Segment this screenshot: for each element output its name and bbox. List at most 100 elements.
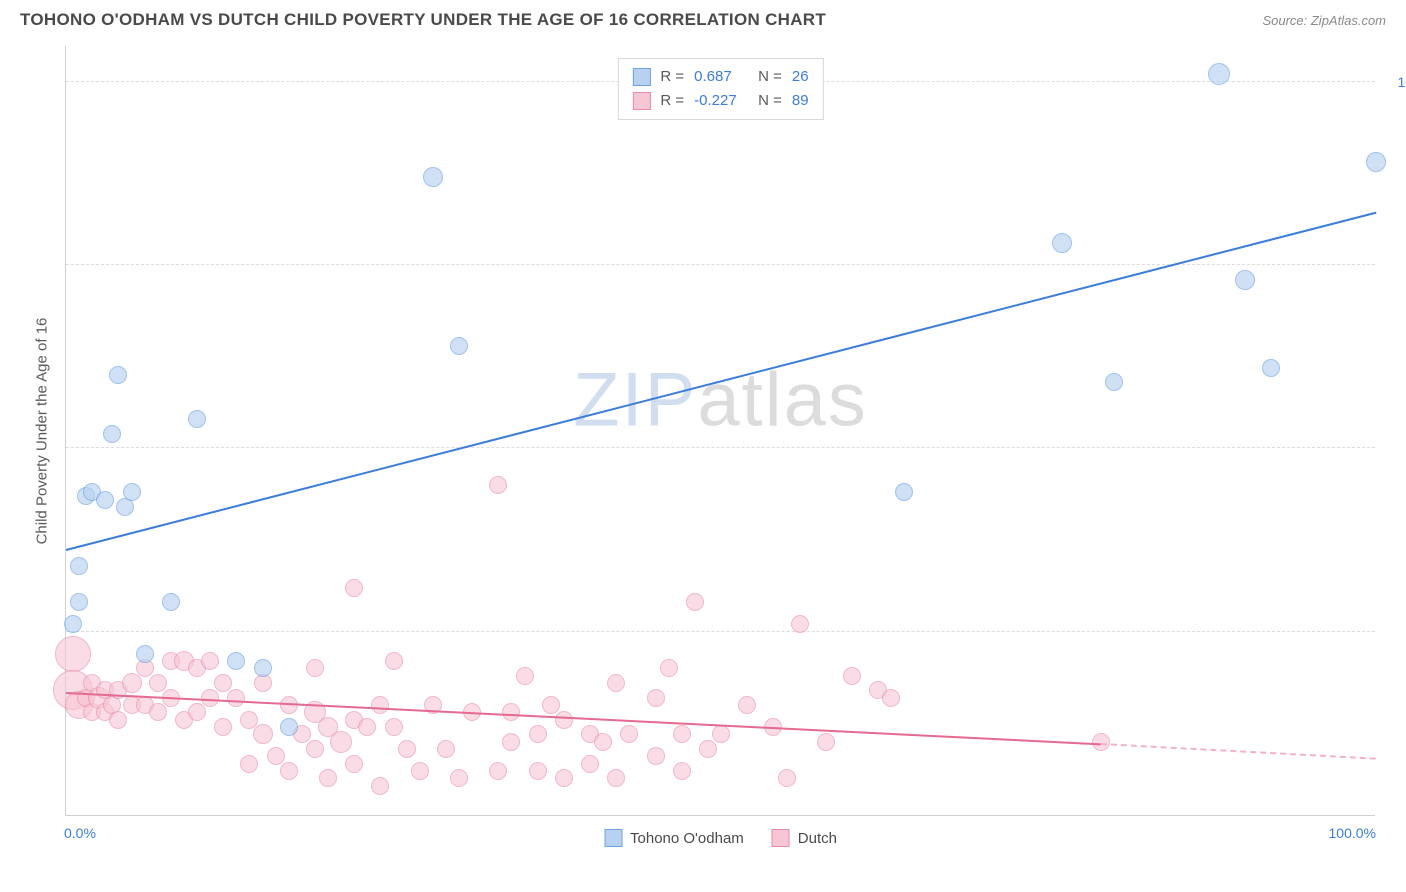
data-point bbox=[673, 762, 691, 780]
data-point bbox=[620, 725, 638, 743]
data-point bbox=[817, 733, 835, 751]
data-point bbox=[371, 696, 389, 714]
data-point bbox=[489, 762, 507, 780]
data-point bbox=[96, 491, 114, 509]
data-point bbox=[791, 615, 809, 633]
legend-swatch bbox=[772, 829, 790, 847]
data-point bbox=[607, 769, 625, 787]
data-point bbox=[188, 410, 206, 428]
data-point bbox=[502, 733, 520, 751]
data-point bbox=[149, 703, 167, 721]
data-point bbox=[1235, 270, 1255, 290]
data-point bbox=[123, 483, 141, 501]
data-point bbox=[1052, 233, 1072, 253]
trend-line bbox=[1101, 743, 1376, 760]
legend-swatch bbox=[604, 829, 622, 847]
data-point bbox=[1105, 373, 1123, 391]
data-point bbox=[55, 636, 91, 672]
y-tick-label: 100.0% bbox=[1385, 74, 1406, 90]
data-point bbox=[660, 659, 678, 677]
data-point bbox=[70, 557, 88, 575]
data-point bbox=[201, 689, 219, 707]
data-point bbox=[319, 769, 337, 787]
chart-title: TOHONO O'ODHAM VS DUTCH CHILD POVERTY UN… bbox=[20, 10, 826, 30]
data-point bbox=[385, 718, 403, 736]
data-point bbox=[136, 645, 154, 663]
data-point bbox=[70, 593, 88, 611]
data-point bbox=[738, 696, 756, 714]
n-value-2: 89 bbox=[792, 89, 809, 113]
data-point bbox=[647, 689, 665, 707]
y-tick-label: 50.0% bbox=[1385, 440, 1406, 456]
data-point bbox=[214, 674, 232, 692]
data-point bbox=[594, 733, 612, 751]
chart-container: ZIPatlas R = 0.687 N = 26 R = -0.227 N =… bbox=[15, 36, 1391, 876]
data-point bbox=[398, 740, 416, 758]
data-point bbox=[214, 718, 232, 736]
data-point bbox=[778, 769, 796, 787]
data-point bbox=[201, 652, 219, 670]
data-point bbox=[254, 659, 272, 677]
data-point bbox=[529, 762, 547, 780]
data-point bbox=[555, 769, 573, 787]
correlation-legend: R = 0.687 N = 26 R = -0.227 N = 89 bbox=[617, 58, 823, 120]
watermark-zip: ZIP bbox=[573, 357, 697, 442]
swatch-series-1 bbox=[632, 68, 650, 86]
data-point bbox=[103, 425, 121, 443]
data-point bbox=[437, 740, 455, 758]
data-point bbox=[306, 659, 324, 677]
data-point bbox=[489, 476, 507, 494]
data-point bbox=[450, 337, 468, 355]
n-value-1: 26 bbox=[792, 65, 809, 89]
data-point bbox=[109, 711, 127, 729]
trend-line bbox=[66, 212, 1376, 551]
r-value-2: -0.227 bbox=[694, 89, 748, 113]
watermark: ZIPatlas bbox=[573, 356, 868, 443]
data-point bbox=[529, 725, 547, 743]
data-point bbox=[122, 673, 142, 693]
watermark-atlas: atlas bbox=[697, 357, 868, 442]
data-point bbox=[516, 667, 534, 685]
data-point bbox=[1366, 152, 1386, 172]
data-point bbox=[149, 674, 167, 692]
data-point bbox=[280, 762, 298, 780]
data-point bbox=[330, 731, 352, 753]
data-point bbox=[411, 762, 429, 780]
y-tick-label: 75.0% bbox=[1385, 257, 1406, 273]
data-point bbox=[843, 667, 861, 685]
data-point bbox=[227, 689, 245, 707]
data-point bbox=[253, 724, 273, 744]
data-point bbox=[542, 696, 560, 714]
data-point bbox=[267, 747, 285, 765]
legend-label: Tohono O'odham bbox=[630, 830, 744, 847]
data-point bbox=[686, 593, 704, 611]
n-label: N = bbox=[758, 65, 782, 89]
grid-line bbox=[66, 447, 1375, 448]
data-point bbox=[423, 167, 443, 187]
data-point bbox=[1092, 733, 1110, 751]
data-point bbox=[345, 755, 363, 773]
correlation-row-1: R = 0.687 N = 26 bbox=[632, 65, 808, 89]
plot-area: ZIPatlas R = 0.687 N = 26 R = -0.227 N =… bbox=[65, 46, 1375, 816]
data-point bbox=[371, 777, 389, 795]
data-point bbox=[699, 740, 717, 758]
r-label: R = bbox=[660, 65, 684, 89]
series-legend: Tohono O'odham Dutch bbox=[604, 829, 837, 847]
data-point bbox=[227, 652, 245, 670]
swatch-series-2 bbox=[632, 92, 650, 110]
legend-item: Dutch bbox=[772, 829, 837, 847]
legend-item: Tohono O'odham bbox=[604, 829, 744, 847]
data-point bbox=[385, 652, 403, 670]
data-point bbox=[1262, 359, 1280, 377]
data-point bbox=[607, 674, 625, 692]
data-point bbox=[109, 366, 127, 384]
r-value-1: 0.687 bbox=[694, 65, 748, 89]
data-point bbox=[240, 755, 258, 773]
data-point bbox=[280, 718, 298, 736]
data-point bbox=[647, 747, 665, 765]
grid-line bbox=[66, 631, 1375, 632]
x-tick-label: 100.0% bbox=[1329, 825, 1376, 841]
data-point bbox=[555, 711, 573, 729]
correlation-row-2: R = -0.227 N = 89 bbox=[632, 89, 808, 113]
header: TOHONO O'ODHAM VS DUTCH CHILD POVERTY UN… bbox=[0, 0, 1406, 36]
